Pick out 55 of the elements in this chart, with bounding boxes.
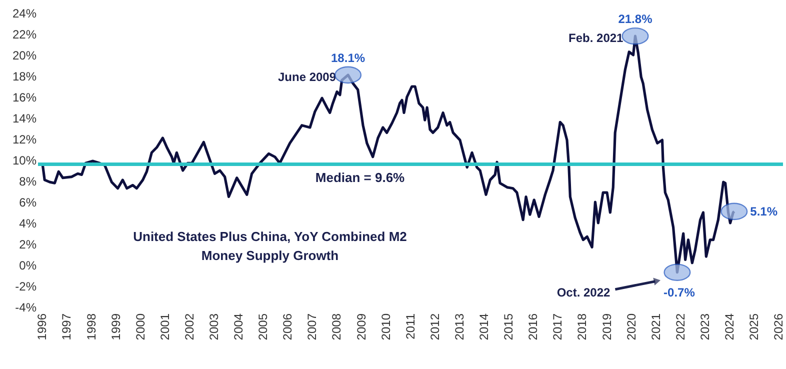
x-tick-label: 2020	[624, 313, 638, 340]
x-tick-label: 2014	[477, 313, 492, 340]
x-tick-label: 2013	[452, 313, 466, 340]
x-tick-label: 2024	[722, 313, 736, 340]
y-tick-label: 14%	[12, 112, 37, 126]
y-tick-label: 12%	[12, 132, 37, 146]
x-tick-label: 1996	[35, 313, 50, 340]
annotation: -0.7%	[664, 285, 696, 300]
x-tick-label: 1998	[84, 313, 98, 340]
x-tick-label: 1997	[60, 313, 74, 340]
y-tick-label: 2%	[19, 238, 37, 252]
x-tick-label: 2021	[648, 313, 663, 340]
annotation: Feb. 2021	[568, 31, 624, 46]
x-tick-label: 2010	[378, 313, 393, 340]
x-tick-label: 2022	[673, 313, 688, 340]
y-tick-label: 6%	[19, 196, 37, 210]
y-tick-label: 18%	[12, 70, 37, 84]
x-tick-label: 2008	[330, 313, 344, 340]
x-tick-label: 2001	[158, 313, 172, 340]
annotation: Oct. 2022	[556, 285, 611, 300]
x-tick-label: 2012	[428, 313, 442, 340]
text: United States Plus China, YoY Combined M2 Money Supply Growth	[133, 229, 407, 263]
x-tick-label: 2026	[772, 313, 786, 340]
x-tick-label: 2004	[232, 313, 246, 340]
y-tick-label: 16%	[12, 90, 37, 104]
x-tick-label: 2016	[526, 313, 540, 340]
y-tick-label: -4%	[15, 300, 37, 314]
x-tick-label: 2019	[600, 313, 614, 340]
y-tick-label: 8%	[19, 174, 37, 188]
y-tick-label: 4%	[19, 216, 37, 230]
x-tick-label: 2007	[305, 313, 320, 340]
y-tick-label: 0%	[19, 258, 37, 272]
annotation: June 2009	[278, 70, 336, 84]
x-tick-label: 2018	[575, 313, 590, 340]
x-tick-label: 2006	[280, 313, 295, 340]
x-tick-label: 2025	[747, 313, 762, 340]
x-tick-label: 2000	[133, 313, 148, 340]
x-tick-label: 2011	[403, 313, 418, 340]
ref-line-label: Median = 9.6%	[315, 170, 406, 186]
y-tick-label: 22%	[12, 28, 37, 42]
x-tick-label: 2005	[256, 313, 270, 340]
x-tick-label: 2023	[698, 313, 712, 340]
y-tick-label: 10%	[12, 154, 37, 168]
y-tick-label: -2%	[15, 280, 37, 294]
x-tick-label: 2003	[207, 313, 222, 340]
x-tick-label: 2002	[182, 313, 196, 340]
annotation: 18.1%	[331, 50, 366, 65]
x-tick-label: 1999	[108, 313, 123, 340]
y-tick-label: 24%	[12, 6, 37, 20]
x-tick-label: 2015	[502, 313, 516, 340]
x-tick-label: 2009	[354, 313, 368, 340]
y-tick-label: 20%	[12, 48, 37, 62]
annotation: 21.8%	[618, 12, 653, 26]
x-tick-label: 2017	[550, 313, 565, 340]
annotation: 5.1%	[750, 204, 778, 218]
